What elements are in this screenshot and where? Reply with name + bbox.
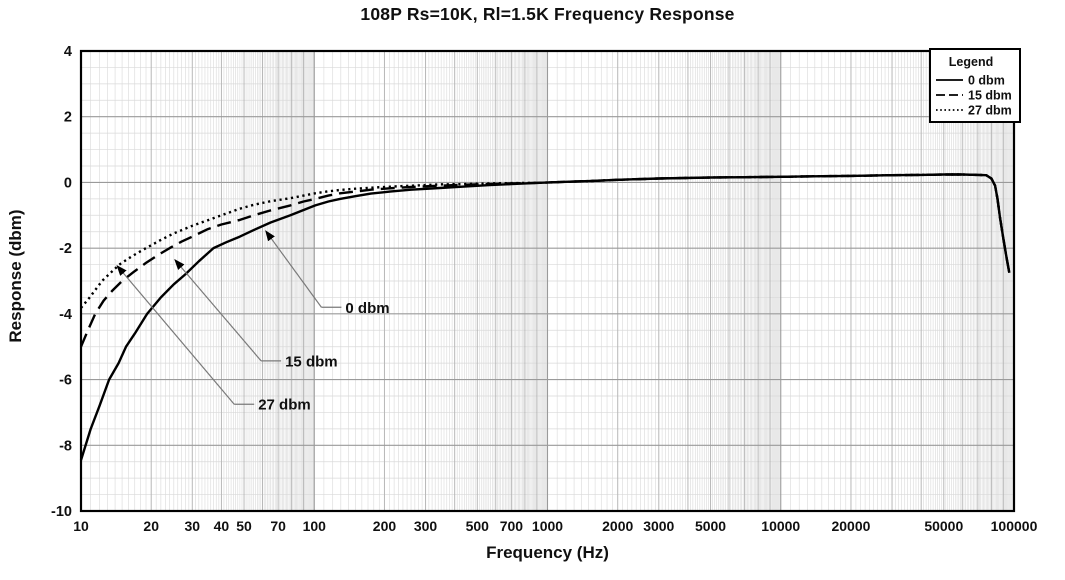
x-tick-20: 20: [143, 518, 159, 534]
chart-title: 108P Rs=10K, Rl=1.5K Frequency Response: [360, 4, 735, 24]
annotation-arrow: [116, 264, 235, 405]
x-tick-500: 500: [466, 518, 490, 534]
x-tick-50: 50: [236, 518, 252, 534]
annotation-27-dbm: 27 dbm: [116, 264, 311, 414]
y-tick--10: -10: [51, 504, 72, 520]
curves: [79, 173, 1011, 461]
x-tick-10000: 10000: [761, 518, 800, 534]
curve-27-dbm: [80, 173, 1011, 309]
x-tick-30: 30: [184, 518, 200, 534]
x-tick-2000: 2000: [602, 518, 633, 534]
annotation-arrow: [265, 230, 322, 308]
x-tick-20000: 20000: [831, 518, 870, 534]
x-tick-5000: 5000: [695, 518, 726, 534]
x-tick-3000: 3000: [643, 518, 674, 534]
x-tick-100: 100: [303, 518, 327, 534]
annotation-label: 15 dbm: [285, 353, 338, 370]
plot-border: [79, 49, 1016, 513]
annotation-15-dbm: 15 dbm: [174, 259, 338, 370]
x-tick-50000: 50000: [924, 518, 963, 534]
grid-lines: [81, 51, 1014, 511]
y-tick--4: -4: [59, 307, 72, 323]
annotation-0-dbm: 0 dbm: [265, 230, 390, 317]
tick-labels: 10 20 30 40 50 70 100 200 300 500 700 1000 2000 3000 5…: [51, 44, 1038, 534]
x-tick-10: 10: [73, 518, 89, 534]
curve-0-dbm: [79, 173, 1011, 461]
y-axis-title: Response (dbm): [6, 209, 25, 343]
legend-entry-label: 15 dbm: [968, 89, 1012, 103]
x-tick-1000: 1000: [532, 518, 563, 534]
x-axis-title: Frequency (Hz): [486, 543, 609, 562]
y-tick-4: 4: [64, 44, 72, 60]
x-tick-100000: 100000: [991, 518, 1038, 534]
legend-entry-label: 27 dbm: [968, 104, 1012, 118]
y-tick-0: 0: [64, 175, 72, 191]
legend-title: Legend: [949, 55, 993, 69]
x-tick-700: 700: [500, 518, 524, 534]
annotation-label: 27 dbm: [258, 397, 311, 414]
annotation-label: 0 dbm: [345, 300, 389, 317]
x-tick-40: 40: [214, 518, 230, 534]
y-tick--2: -2: [59, 241, 72, 257]
y-tick--8: -8: [59, 438, 72, 454]
y-tick--6: -6: [59, 373, 72, 389]
annotation-arrow: [174, 259, 262, 362]
y-tick-2: 2: [64, 110, 72, 126]
curve-15-dbm: [79, 173, 1011, 348]
x-tick-200: 200: [373, 518, 397, 534]
legend-entry-label: 0 dbm: [968, 74, 1005, 88]
x-tick-70: 70: [270, 518, 286, 534]
x-tick-300: 300: [414, 518, 438, 534]
annotations: 0 dbm 15 dbm 27 dbm: [116, 230, 390, 414]
